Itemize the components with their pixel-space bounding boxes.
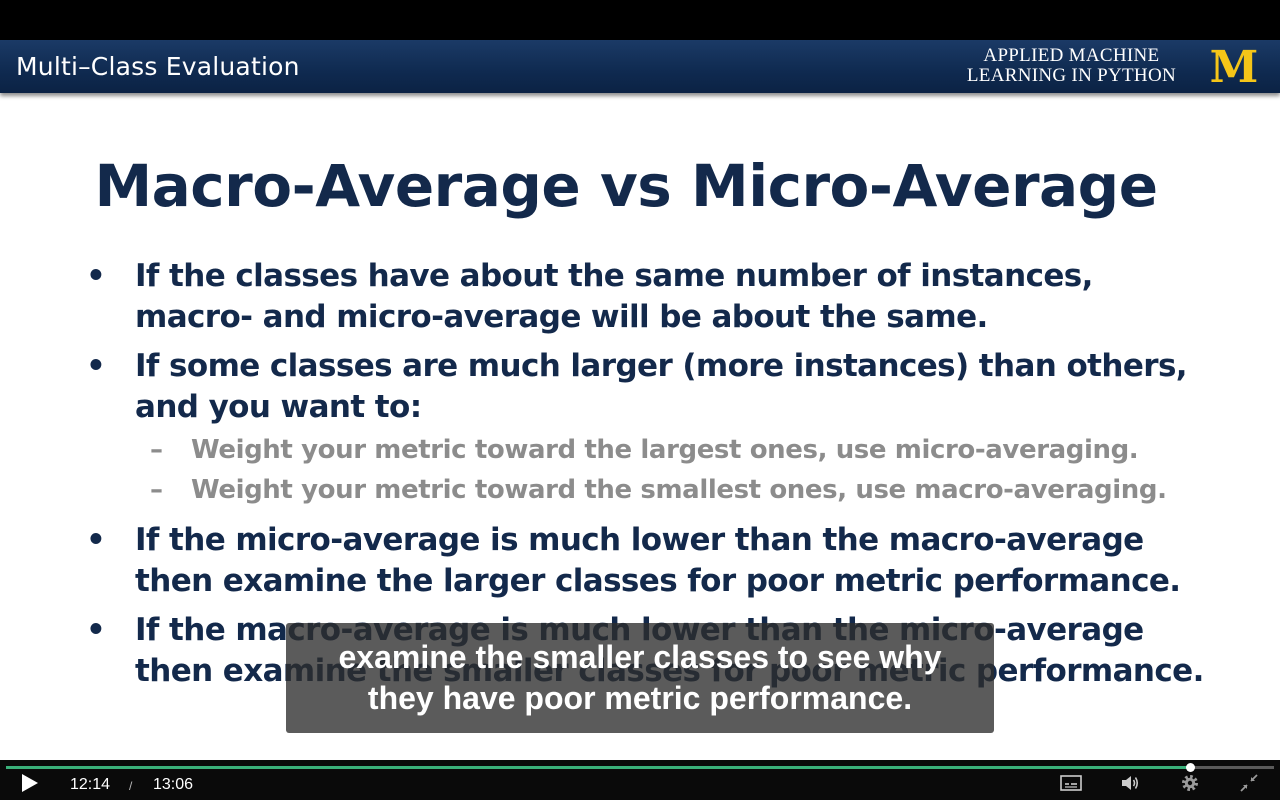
caption-line-2: they have poor metric performance.	[367, 680, 913, 716]
current-time: 12:14	[70, 776, 111, 793]
bullet-item: • If the micro-average is much lower tha…	[86, 520, 1206, 602]
sub-bullet-text: Weight your metric toward the largest on…	[191, 435, 1139, 465]
subtitle-caption: examine the smaller classes to see why t…	[286, 623, 994, 733]
sub-bullet-item: – Weight your metric toward the largest …	[150, 430, 1206, 470]
slide-title: Macro-Average vs Micro-Average	[94, 152, 1158, 220]
duration: 13:06	[153, 776, 194, 793]
seek-handle[interactable]	[1186, 763, 1196, 772]
bullet-item: • If the classes have about the same num…	[86, 256, 1206, 338]
player-controls: 12:14 / 13:06	[0, 760, 1280, 800]
university-logo: M	[1210, 47, 1259, 85]
slide-banner: Multi–Class Evaluation APPLIED MACHINE L…	[0, 40, 1280, 93]
bullet-item: • If some classes are much larger (more …	[86, 346, 1206, 428]
exit-fullscreen-icon[interactable]	[1239, 773, 1259, 793]
volume-icon[interactable]	[1120, 773, 1140, 793]
sub-bullet-text: Weight your metric toward the smallest o…	[191, 475, 1167, 505]
bullet-text: If some classes are much larger (more in…	[135, 348, 1188, 425]
sub-bullet-item: – Weight your metric toward the smallest…	[150, 470, 1206, 510]
course-brand: APPLIED MACHINE LEARNING IN PYTHON	[967, 46, 1176, 86]
bullet-mark: •	[86, 612, 106, 648]
seek-bar-played	[6, 766, 1191, 769]
time-separator: /	[129, 779, 133, 793]
brand-line-1: APPLIED MACHINE	[983, 45, 1160, 66]
bullet-mark: •	[86, 258, 106, 294]
captions-icon[interactable]	[1060, 773, 1082, 793]
logo-letter: M	[1210, 47, 1259, 85]
bullet-list: • If the classes have about the same num…	[86, 256, 1206, 700]
brand-line-2: LEARNING IN PYTHON	[966, 65, 1176, 86]
bullet-mark: •	[86, 348, 106, 384]
sub-bullet-list: – Weight your metric toward the largest …	[150, 430, 1206, 510]
play-icon[interactable]	[20, 773, 40, 793]
bullet-text: If the micro-average is much lower than …	[135, 522, 1181, 599]
sub-bullet-mark: –	[150, 435, 163, 465]
caption-line-1: examine the smaller classes to see why	[338, 639, 942, 675]
bullet-text: If the classes have about the same numbe…	[135, 258, 1093, 335]
sub-bullet-mark: –	[150, 475, 163, 505]
seek-bar[interactable]	[6, 763, 1274, 772]
banner-title: Multi–Class Evaluation	[16, 52, 300, 81]
gear-icon[interactable]	[1180, 773, 1200, 793]
bullet-mark: •	[86, 522, 106, 558]
lecture-slide: Multi–Class Evaluation APPLIED MACHINE L…	[0, 40, 1280, 760]
